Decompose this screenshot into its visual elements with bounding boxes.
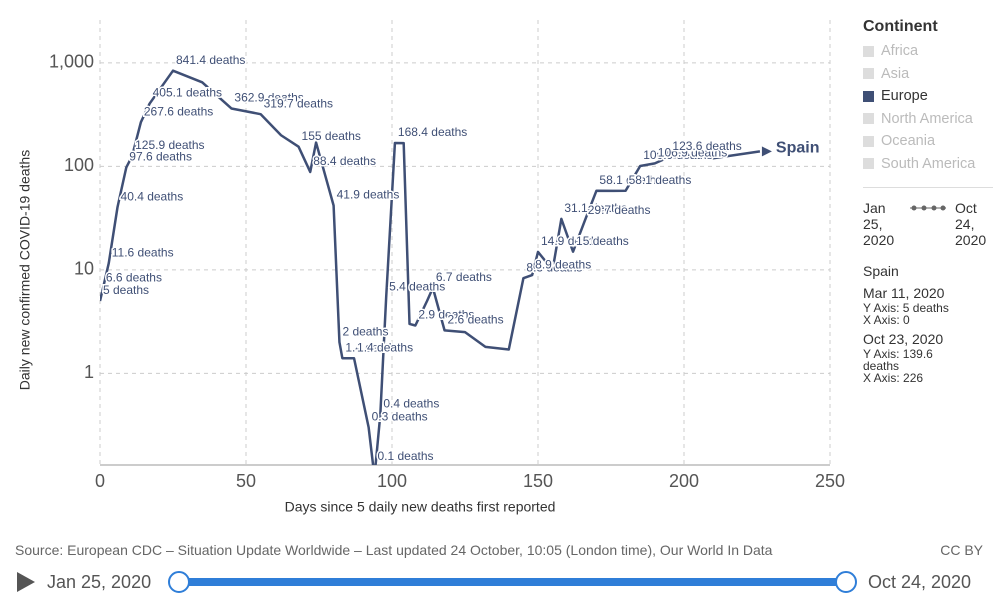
- data-label: 0.4 deaths: [383, 397, 439, 411]
- legend-item[interactable]: Oceania: [863, 130, 993, 153]
- data-label: 8.9 deaths: [535, 257, 591, 271]
- legend-swatch: [863, 90, 874, 102]
- legend-item[interactable]: North America: [863, 108, 993, 131]
- data-label: 267.6 deaths: [144, 104, 213, 118]
- legend-label: Europe: [881, 88, 928, 105]
- slider-handle[interactable]: [168, 571, 190, 593]
- data-label: 319.7 deaths: [264, 96, 333, 110]
- y-tick-label: 100: [64, 155, 94, 175]
- data-label: 2 deaths: [342, 324, 388, 338]
- play-button[interactable]: [15, 570, 37, 596]
- legend-swatch: [863, 113, 874, 125]
- legend-swatch: [863, 45, 874, 57]
- legend-label: South America: [881, 155, 976, 172]
- y-axis-label: Daily new confirmed COVID-19 deaths: [17, 150, 33, 390]
- data-label: 15 deaths: [576, 234, 629, 248]
- y-tick-label: 10: [74, 259, 94, 279]
- chart: Daily new confirmed COVID-19 deaths Days…: [17, 20, 845, 515]
- timeline-end: Oct 24, 2020: [868, 572, 972, 592]
- range: Jan 25, 2020 Oct 24, 2020: [863, 187, 993, 248]
- data-label: 0.1 deaths: [377, 449, 433, 463]
- data-label: 0.3 deaths: [372, 410, 428, 424]
- data-label: 155 deaths: [302, 129, 361, 143]
- sidebar: Continent Africa Asia Europe North America O…: [863, 18, 993, 384]
- legend-label: Asia: [881, 65, 910, 82]
- legend-item[interactable]: South America: [863, 153, 993, 176]
- data-label: 11.6 deaths: [112, 245, 174, 259]
- data-label: 58.1 deaths: [629, 173, 692, 187]
- data-label: 125.9 deaths: [135, 138, 204, 152]
- legend-item[interactable]: Africa: [863, 40, 993, 63]
- info-y: Y Axis: 139.6 deaths: [863, 347, 933, 373]
- data-label: 41.9 deaths: [337, 188, 400, 202]
- range-icon: [910, 205, 946, 211]
- info: Spain Mar 11, 2020 Y Axis: 5 deaths X Ax…: [863, 262, 993, 384]
- timeline-track: [168, 571, 857, 593]
- data-label: 58.1 deaths: [599, 173, 662, 187]
- x-tick-label: 50: [236, 471, 256, 491]
- data-label: 100.9 deaths: [643, 148, 712, 162]
- data-label: 168.4 deaths: [398, 125, 467, 139]
- legend-title: Continent: [863, 18, 938, 35]
- data-label: 1.4 deaths: [345, 340, 401, 354]
- arrow-head: [761, 146, 772, 157]
- data-label: 6.6 deaths: [106, 271, 162, 285]
- data-label: 8.3 deaths: [526, 260, 582, 274]
- x-tick-label: 100: [377, 471, 407, 491]
- legend-label: North America: [881, 110, 973, 127]
- data-label: 29.7 deaths: [588, 203, 651, 217]
- y-tick-label: 1: [84, 362, 94, 382]
- x-axis-label: Days since 5 daily new deaths first repo…: [285, 499, 556, 515]
- legend-item[interactable]: Europe: [863, 85, 993, 108]
- range-end: Oct 24, 2020: [955, 200, 987, 248]
- data-label: 123.6 deaths: [672, 139, 741, 153]
- data-label: 841.4 deaths: [176, 53, 245, 67]
- timeline-start: Jan 25, 2020: [47, 572, 152, 592]
- series: [100, 69, 761, 465]
- series-line: [100, 69, 761, 465]
- data-label: 6.7 deaths: [436, 270, 492, 284]
- data-label: 106.9 deaths: [658, 146, 727, 160]
- info-x: X Axis: 226: [863, 371, 924, 385]
- legend: Africa Asia Europe North America Oceania Sout…: [863, 40, 993, 175]
- x-tick-label: 0: [95, 471, 105, 491]
- data-label: 405.1 deaths: [153, 86, 222, 100]
- timeline: Jan 25, 2020 Oct 24, 2020: [15, 568, 985, 596]
- data-label: 31.1 deaths: [564, 201, 627, 215]
- source: Source: European CDC – Situation Update …: [15, 542, 773, 558]
- data-label: 5.4 deaths: [389, 280, 445, 294]
- y-tick-label: 1,000: [49, 52, 94, 72]
- x-tick-label: 150: [523, 471, 553, 491]
- range-start: Jan 25, 2020: [863, 200, 895, 248]
- slider-handle[interactable]: [835, 571, 857, 593]
- data-label: 2.9 deaths: [418, 308, 474, 322]
- data-label: 2.6 deaths: [448, 313, 504, 327]
- license: CC BY: [940, 542, 983, 558]
- info-x: X Axis: 0: [863, 313, 910, 327]
- info-date: Oct 23, 2020: [863, 331, 944, 347]
- series-label: Spain: [776, 140, 820, 157]
- data-label: 88.4 deaths: [313, 154, 376, 168]
- data-label: 40.4 deaths: [121, 189, 184, 203]
- x-tick-label: 200: [669, 471, 699, 491]
- info-name: Spain: [863, 263, 899, 279]
- footer: Source: European CDC – Situation Update …: [15, 542, 983, 558]
- legend-item[interactable]: Asia: [863, 63, 993, 86]
- data-label: 5 deaths: [103, 283, 149, 297]
- legend-swatch: [863, 135, 874, 147]
- info-y: Y Axis: 5 deaths: [863, 301, 949, 315]
- legend-label: Africa: [881, 43, 919, 60]
- data-label: 14.9 deaths: [541, 234, 604, 248]
- data-label: 97.6 deaths: [129, 150, 192, 164]
- legend-swatch: [863, 68, 874, 80]
- data-label: 362.9 deaths: [234, 91, 303, 105]
- data-label: 1.4 deaths: [357, 340, 413, 354]
- x-tick-label: 250: [815, 471, 845, 491]
- legend-label: Oceania: [881, 133, 936, 150]
- legend-swatch: [863, 158, 874, 170]
- info-date: Mar 11, 2020: [863, 285, 945, 301]
